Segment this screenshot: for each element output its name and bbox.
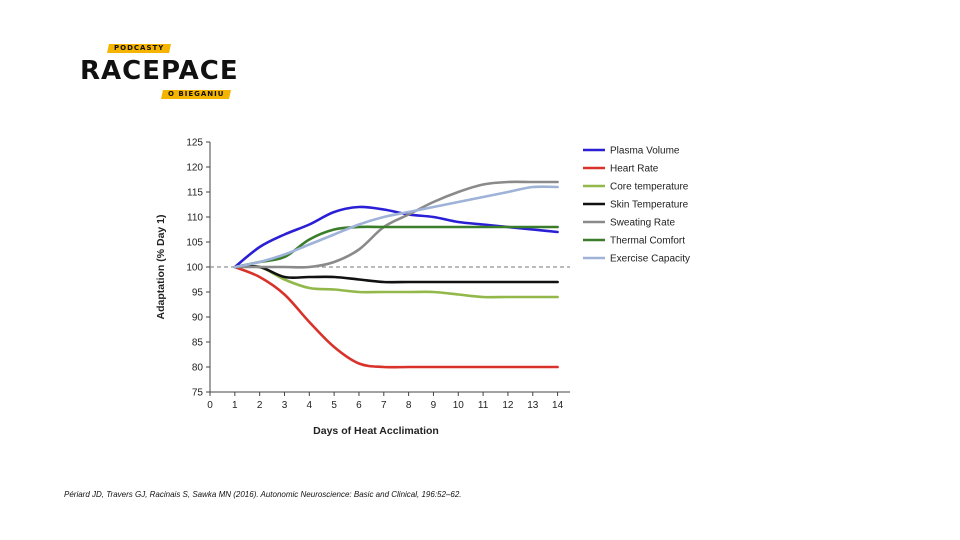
y-tick-label: 105: [186, 238, 203, 249]
series-line-thermal-comfort: [233, 225, 559, 269]
y-tick-label: 115: [187, 188, 203, 199]
chart-series: [233, 180, 559, 369]
y-tick-label: 125: [186, 138, 203, 149]
y-tick-label: 75: [192, 388, 204, 399]
y-tick-label: 110: [187, 213, 203, 224]
x-tick-label: 1: [232, 400, 238, 411]
legend-label-sweating-rate: Sweating Rate: [610, 218, 675, 229]
citation-text: Périard JD, Travers GJ, Racinais S, Sawk…: [64, 490, 462, 499]
logo-top-tag: PODCASTY: [107, 44, 172, 53]
series-line-sweating-rate: [233, 180, 559, 269]
y-tick-label: 85: [192, 338, 204, 349]
x-tick-label: 8: [406, 400, 412, 411]
series-line-heart-rate: [233, 265, 559, 369]
x-tick-label: 13: [527, 400, 539, 411]
x-tick-label: 4: [307, 400, 313, 411]
x-tick-label: 11: [478, 400, 489, 411]
y-axis-label: Adaptation (% Day 1): [155, 214, 167, 319]
legend-label-skin-temperature: Skin Temperature: [610, 200, 689, 211]
chart-legend: Plasma Volume Heart Rate Core temperature S…: [583, 146, 690, 265]
series-line-exercise-capacity: [233, 185, 559, 269]
series-line-core-temperature: [233, 264, 559, 299]
y-tick-label: 80: [192, 363, 204, 374]
legend-label-heart-rate: Heart Rate: [610, 164, 659, 175]
legend-label-core-temperature: Core temperature: [610, 182, 689, 193]
y-tick-label: 95: [192, 288, 204, 299]
x-tick-label: 6: [356, 400, 362, 411]
legend-label-plasma-volume: Plasma Volume: [610, 146, 680, 157]
series-line-skin-temperature: [233, 264, 559, 284]
x-tick-label: 7: [381, 400, 387, 411]
x-tick-label: 14: [552, 400, 564, 411]
x-tick-label: 3: [282, 400, 288, 411]
x-tick-label: 5: [331, 400, 337, 411]
x-tick-label: 10: [453, 400, 465, 411]
x-tick-label: 9: [431, 400, 437, 411]
y-tick-label: 100: [186, 263, 203, 274]
logo-wordmark: RACEPACE: [80, 56, 239, 86]
x-tick-label: 2: [257, 400, 263, 411]
x-tick-label: 0: [207, 400, 213, 411]
legend-label-thermal-comfort: Thermal Comfort: [610, 236, 685, 247]
racepace-logo: PODCASTY RACEPACE O BIEGANIU: [80, 42, 270, 104]
logo-bottom-tag: O BIEGANIU: [161, 90, 232, 99]
x-axis-label: Days of Heat Acclimation: [313, 425, 439, 437]
y-tick-label: 90: [192, 313, 204, 324]
legend-label-exercise-capacity: Exercise Capacity: [610, 254, 690, 265]
y-tick-label: 120: [186, 163, 203, 174]
x-tick-label: 12: [502, 400, 514, 411]
